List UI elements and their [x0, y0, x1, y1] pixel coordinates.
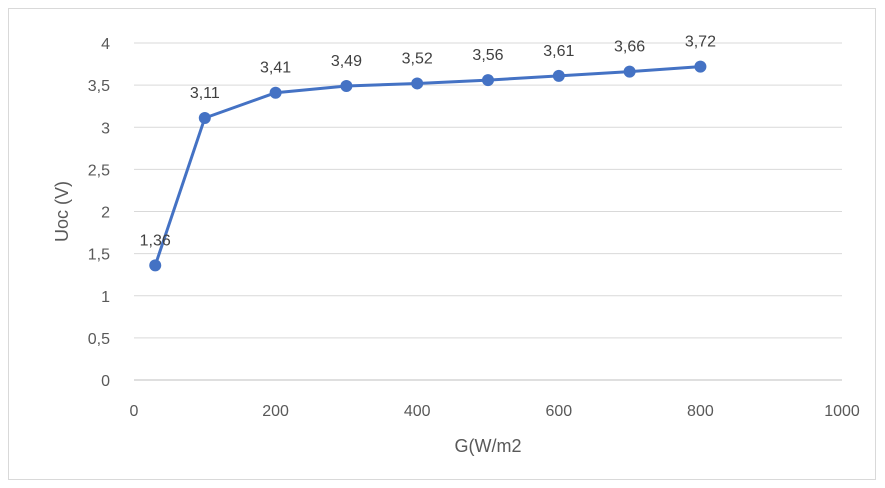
data-label: 3,11 [190, 85, 220, 102]
data-point [694, 60, 707, 73]
y-tick-label: 4 [101, 36, 110, 53]
data-point [149, 259, 162, 272]
data-point [482, 74, 494, 87]
x-tick-label: 1000 [824, 403, 860, 420]
data-point [552, 69, 565, 82]
data-label: 1,36 [140, 232, 171, 249]
x-tick-label: 200 [262, 403, 289, 420]
data-label: 3,72 [685, 34, 716, 51]
y-tick-label: 2 [101, 205, 110, 222]
data-point [411, 77, 424, 90]
data-label: 3,49 [331, 53, 362, 70]
data-point [340, 79, 353, 92]
y-tick-labels: 0 0,5 1 1,5 2 2,5 3 3,5 4 [88, 36, 110, 390]
data-point [623, 65, 636, 78]
data-label: 3,56 [472, 47, 503, 64]
x-tick-label: 0 [130, 403, 139, 420]
data-label: 3,61 [543, 43, 574, 60]
series-line [153, 65, 701, 266]
y-tick-label: 1,5 [88, 247, 110, 264]
y-tick-label: 3 [101, 120, 110, 137]
y-tick-label: 1 [101, 289, 110, 306]
data-point [198, 111, 211, 124]
y-tick-label: 3,5 [88, 78, 110, 95]
y-tick-label: 2,5 [88, 162, 110, 179]
x-axis-title: G(W/m2 [455, 436, 522, 456]
series-group [149, 60, 707, 272]
data-labels: 1,36 3,11 3,41 3,49 3,52 3,56 3,61 3,66 3,72 [140, 34, 716, 250]
data-point [269, 86, 282, 99]
y-tick-label: 0 [101, 373, 110, 390]
data-label: 3,66 [614, 39, 645, 56]
x-tick-labels: 0 200 400 600 800 1000 [130, 403, 860, 420]
x-tick-label: 400 [404, 403, 431, 420]
x-tick-label: 600 [545, 403, 572, 420]
data-label: 3,52 [402, 50, 433, 67]
chart-frame [8, 8, 876, 480]
gridlines [134, 42, 842, 381]
x-tick-label: 800 [687, 403, 714, 420]
y-axis-title: Uoc (V) [52, 181, 72, 242]
y-tick-label: 0,5 [88, 331, 110, 348]
data-label: 3,41 [260, 60, 291, 77]
